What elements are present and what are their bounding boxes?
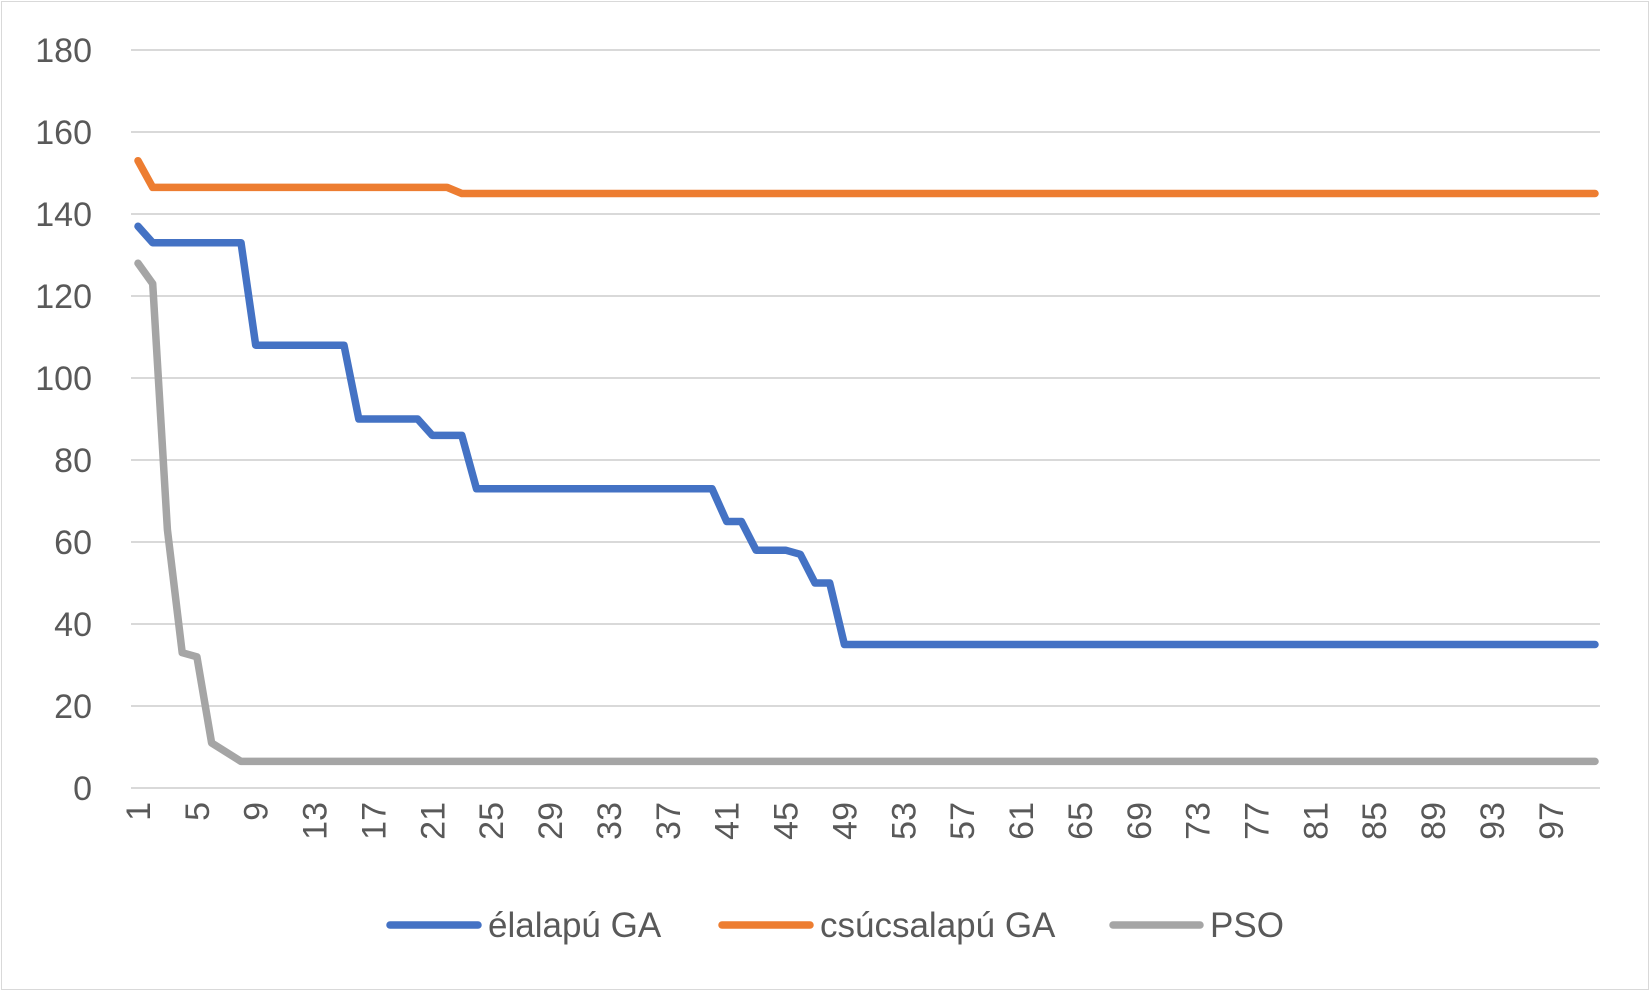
x-axis-ticks: 1 5 9 13 17 21 25 29 33 37 41 45 49 53 57 61 65 69 73 77 81 8… bbox=[120, 802, 1571, 840]
legend-label: PSO bbox=[1210, 906, 1284, 945]
x-tick-label: 29 bbox=[532, 802, 570, 840]
x-tick-label: 25 bbox=[473, 802, 511, 840]
x-tick-label: 13 bbox=[297, 802, 335, 840]
x-tick-label: 17 bbox=[355, 802, 393, 840]
series-line-1 bbox=[134, 222, 1599, 649]
y-tick-label: 20 bbox=[54, 688, 92, 726]
x-tick-label: 93 bbox=[1474, 802, 1512, 840]
y-tick-label: 140 bbox=[35, 196, 92, 234]
x-tick-label: 61 bbox=[1003, 802, 1041, 840]
x-tick-label: 53 bbox=[885, 802, 923, 840]
x-tick-label: 77 bbox=[1239, 802, 1277, 840]
x-tick-label: 1 bbox=[120, 802, 158, 821]
y-tick-label: 120 bbox=[35, 278, 92, 316]
y-tick-label: 160 bbox=[35, 114, 92, 152]
x-tick-label: 81 bbox=[1297, 802, 1335, 840]
x-tick-label: 41 bbox=[709, 802, 747, 840]
y-tick-label: 180 bbox=[35, 32, 92, 70]
x-tick-label: 33 bbox=[591, 802, 629, 840]
x-tick-label: 69 bbox=[1121, 802, 1159, 840]
x-tick-label: 21 bbox=[414, 802, 452, 840]
series-line-3 bbox=[134, 259, 1599, 766]
series-line-2 bbox=[134, 156, 1599, 198]
gridlines bbox=[131, 49, 1600, 789]
legend: élalapú GA csúcsalapú GA PSO bbox=[386, 906, 1284, 945]
x-tick-label: 37 bbox=[650, 802, 688, 840]
series-lines bbox=[134, 156, 1599, 766]
y-tick-label: 0 bbox=[73, 770, 92, 808]
x-tick-label: 65 bbox=[1062, 802, 1100, 840]
x-tick-label: 73 bbox=[1180, 802, 1218, 840]
y-tick-label: 100 bbox=[35, 360, 92, 398]
y-tick-label: 80 bbox=[54, 442, 92, 480]
x-tick-label: 49 bbox=[826, 802, 864, 840]
y-tick-label: 40 bbox=[54, 606, 92, 644]
y-axis-ticks: 0 20 40 60 80 100 120 140 160 180 bbox=[35, 32, 92, 808]
x-tick-label: 9 bbox=[238, 802, 276, 821]
x-tick-label: 5 bbox=[179, 802, 217, 821]
x-tick-label: 45 bbox=[768, 802, 806, 840]
x-tick-label: 57 bbox=[944, 802, 982, 840]
legend-label: csúcsalapú GA bbox=[820, 906, 1056, 945]
x-tick-label: 97 bbox=[1533, 802, 1571, 840]
legend-label: élalapú GA bbox=[488, 906, 662, 945]
y-tick-label: 60 bbox=[54, 524, 92, 562]
x-tick-label: 89 bbox=[1415, 802, 1453, 840]
x-tick-label: 85 bbox=[1356, 802, 1394, 840]
